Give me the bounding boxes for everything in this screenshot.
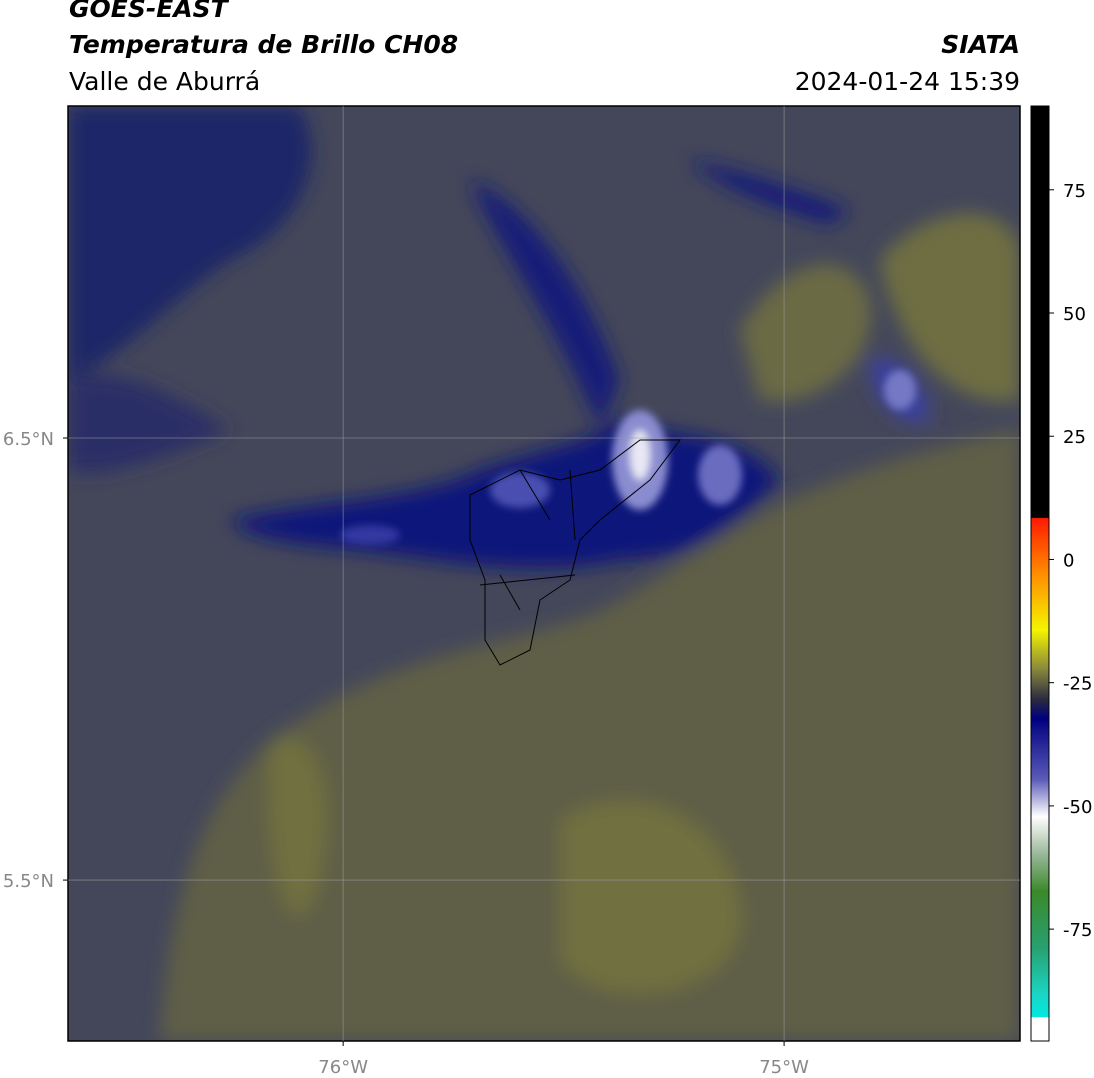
title: GOES-EAST [69,0,228,23]
colorbar-tick-label: 0 [1063,550,1074,571]
colorbar-tick-label: -75 [1063,920,1092,941]
map-field [68,106,1020,1041]
subtitle: Temperatura de Brillo CH08 [69,30,459,59]
lat-tick-label: 5.5°N [3,871,54,892]
datetime: 2024-01-24 15:39 [794,67,1020,96]
map-frame [67,105,1021,1042]
colorbar-tick-label: 75 [1063,181,1086,202]
source: SIATA [941,30,1020,59]
lon-tick-label: 75°W [759,1057,809,1078]
lon-tick-label: 76°W [318,1057,368,1078]
colorbar-tick-label: -25 [1063,674,1092,695]
colorbar-tick-label: 50 [1063,304,1086,325]
colorbar [1030,105,1050,1042]
region: Valle de Aburrá [69,67,261,96]
colorbar-tick-label: 25 [1063,427,1086,448]
colorbar-tick-label: -50 [1063,797,1092,818]
lat-tick-label: 6.5°N [3,429,54,450]
